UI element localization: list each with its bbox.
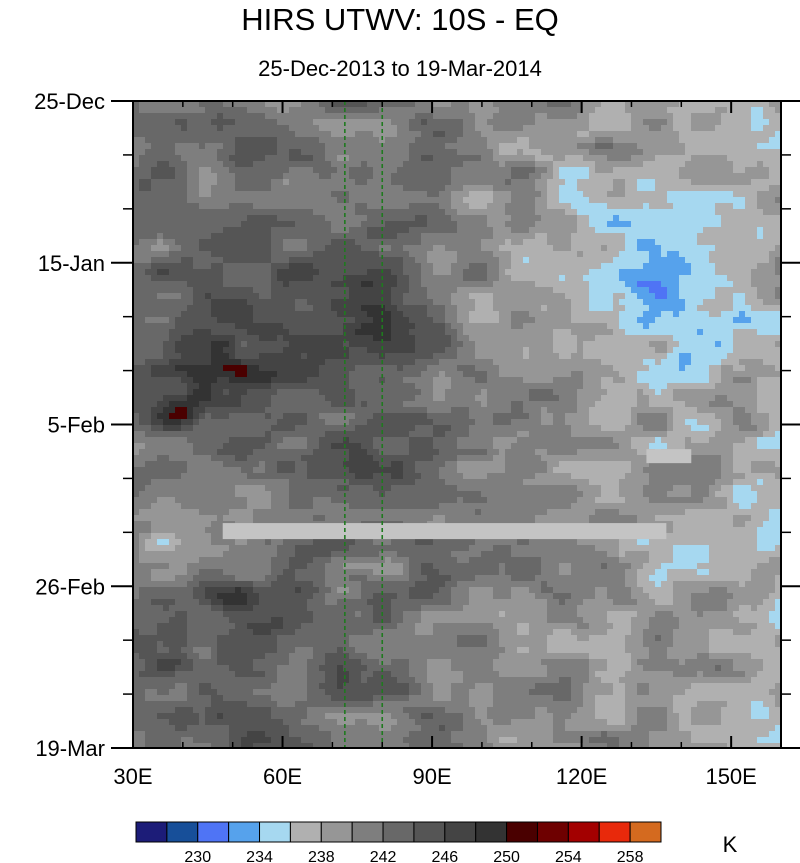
x-tick-label: 90E: [412, 764, 451, 789]
colorbar-swatch: [567, 821, 600, 843]
y-tick-label: 15-Jan: [38, 251, 105, 276]
missing-data-band: [222, 523, 667, 540]
y-tick-label: 5-Feb: [48, 413, 105, 438]
colorbar-swatch: [382, 821, 415, 843]
x-tick-label: 150E: [705, 764, 756, 789]
x-tick-label: 30E: [113, 764, 152, 789]
colorbar-swatch: [444, 821, 477, 843]
colorbar-swatch: [598, 821, 631, 843]
y-tick-label: 25-Dec: [34, 89, 105, 114]
colorbar-swatch: [629, 821, 662, 843]
colorbar-swatch: [135, 821, 168, 843]
colorbar-swatch: [166, 821, 199, 843]
colorbar-label: 258: [617, 849, 644, 863]
reference-lines: [344, 101, 384, 748]
colorbar-swatch: [320, 821, 353, 843]
colorbar-swatch: [506, 821, 538, 843]
chart-title: HIRS UTWV: 10S - EQ: [241, 2, 559, 37]
colorbar-swatch: [475, 821, 508, 843]
x-tick-label: 60E: [263, 764, 302, 789]
colorbar-unit: K: [723, 832, 738, 857]
colorbar-swatch: [228, 821, 261, 843]
colorbar-label: 230: [184, 849, 211, 863]
y-tick-label: 19-Mar: [35, 736, 105, 761]
x-tick-label: 120E: [556, 764, 607, 789]
colorbar-label: 238: [308, 849, 335, 863]
colorbar-swatch: [259, 821, 291, 843]
y-tick-label: 26-Feb: [35, 574, 105, 599]
heatmap-field: [133, 101, 781, 748]
colorbar-label: 234: [246, 849, 273, 863]
colorbar-swatch: [413, 821, 446, 843]
colorbar: 230 234 238 242 246 250 254 258 K: [135, 821, 738, 863]
colorbar-label: 254: [555, 849, 582, 863]
missing-data-band: [646, 449, 692, 464]
colorbar-label: 246: [431, 849, 458, 863]
axes: 30E 60E 90E 120E 150E 25-Dec 15-Jan 5-Feb 26-Feb…: [34, 89, 800, 789]
colorbar-swatch: [536, 821, 569, 843]
colorbar-swatch: [197, 821, 230, 843]
colorbar-label: 242: [370, 849, 397, 863]
colorbar-swatch: [351, 821, 384, 843]
chart-subtitle: 25-Dec-2013 to 19-Mar-2014: [258, 56, 542, 81]
colorbar-swatch: [289, 821, 322, 843]
colorbar-label: 250: [493, 849, 520, 863]
